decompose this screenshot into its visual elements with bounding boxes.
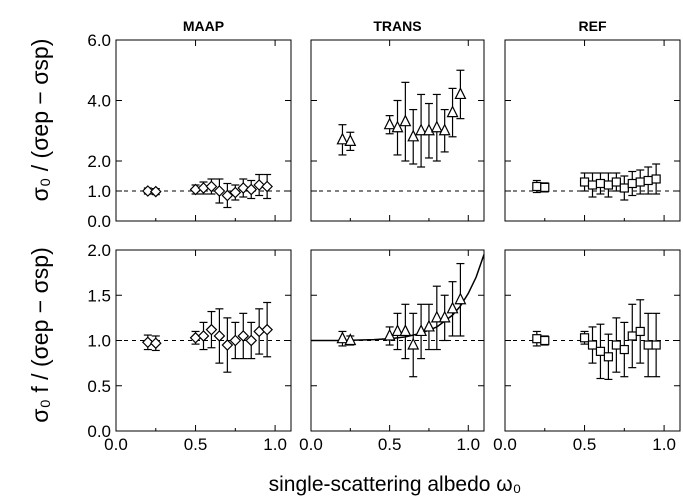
data-point-r0c1-10 (448, 107, 458, 117)
data-point-r0c2-0 (533, 183, 541, 191)
data-point-r0c1-1 (345, 135, 355, 145)
x-tick-label-r1c1-2: 1.0 (456, 435, 480, 454)
data-point-r1c2-4 (596, 347, 604, 355)
data-point-r1c2-5 (604, 353, 612, 361)
data-point-r0c0-2 (191, 185, 201, 195)
data-point-r1c1-11 (455, 294, 465, 304)
data-point-r1c2-2 (581, 334, 589, 342)
y-tick-label-r0c0-4: 6.0 (87, 31, 111, 50)
data-point-r0c2-2 (581, 178, 589, 186)
data-point-r0c1-8 (432, 122, 442, 132)
data-point-r0c2-6 (612, 178, 620, 186)
data-point-r1c0-4 (206, 325, 216, 335)
data-point-r0c0-11 (262, 182, 272, 192)
panels-layer: 0.0 1.0 2.0 4.0 6.0 MAAP TRANS REF 0.0 0.5 1.0 0.0 0… (87, 18, 680, 454)
data-point-r1c0-5 (214, 331, 224, 341)
x-tick-label-r1c1-1: 0.5 (378, 435, 402, 454)
data-point-r0c2-10 (644, 177, 652, 185)
y-tick-label-r0c0-2: 2.0 (87, 152, 111, 171)
data-point-r1c1-0 (337, 333, 347, 343)
data-point-r0c2-11 (652, 175, 660, 183)
data-point-r1c2-1 (541, 337, 549, 345)
data-point-r0c2-7 (620, 184, 628, 192)
y-tick-label-r1c0-4: 2.0 (87, 241, 111, 260)
data-point-r1c2-11 (652, 341, 660, 349)
data-point-r0c1-2 (385, 119, 395, 129)
data-point-r1c0-11 (262, 325, 272, 335)
data-point-r1c2-7 (620, 346, 628, 354)
x-tick-label-r1c2-2: 1.0 (652, 435, 676, 454)
y-tick-label-r1c0-1: 0.5 (87, 377, 111, 396)
data-point-r0c2-1 (541, 183, 549, 191)
data-point-r1c0-2 (191, 333, 201, 343)
y-tick-label-r0c0-3: 4.0 (87, 92, 111, 111)
data-point-r0c2-3 (589, 181, 597, 189)
data-point-r0c2-9 (636, 178, 644, 186)
data-point-r1c1-4 (400, 325, 410, 335)
y-tick-label-r1c0-0: 0.0 (87, 422, 111, 441)
y-tick-label-r0c0-1: 1.0 (87, 182, 111, 201)
x-tick-label-r1c0-2: 1.0 (263, 435, 287, 454)
data-point-r1c2-0 (533, 335, 541, 343)
y-axis-label-bottom: σ₀ f / (σep − σsp) (27, 247, 53, 423)
data-point-r0c2-5 (604, 181, 612, 189)
panel-title-r0c1: TRANS (373, 18, 421, 34)
x-tick-label-r1c2-1: 0.5 (573, 435, 597, 454)
x-tick-label-r1c1-0: 0.0 (299, 435, 323, 454)
y-tick-label-r1c0-3: 1.5 (87, 286, 111, 305)
x-tick-label-r1c2-0: 0.0 (493, 435, 517, 454)
data-point-r1c0-1 (151, 338, 161, 348)
data-point-r1c2-3 (589, 341, 597, 349)
data-point-r1c0-10 (254, 326, 264, 336)
data-point-r0c1-11 (455, 88, 465, 98)
data-point-r1c2-8 (628, 332, 636, 340)
y-axis-label-top: σ₀ / (σep − σsp) (27, 39, 53, 202)
data-point-r1c2-9 (636, 327, 644, 335)
y-tick-label-r1c0-2: 1.0 (87, 332, 111, 351)
panel-title-r0c0: MAAP (183, 18, 224, 34)
data-point-r0c1-4 (400, 116, 410, 126)
data-point-r0c2-8 (628, 180, 636, 188)
x-axis-label: single-scattering albedo ω₀ (269, 473, 522, 496)
panel-title-r0c2: REF (579, 18, 607, 34)
data-point-r1c2-6 (612, 341, 620, 349)
data-point-r0c1-0 (337, 134, 347, 144)
data-point-r1c2-10 (644, 341, 652, 349)
y-tick-label-r0c0-0: 0.0 (87, 212, 111, 231)
x-tick-label-r1c0-1: 0.5 (184, 435, 208, 454)
data-point-r1c0-3 (199, 331, 209, 341)
data-point-r0c2-4 (596, 180, 604, 188)
